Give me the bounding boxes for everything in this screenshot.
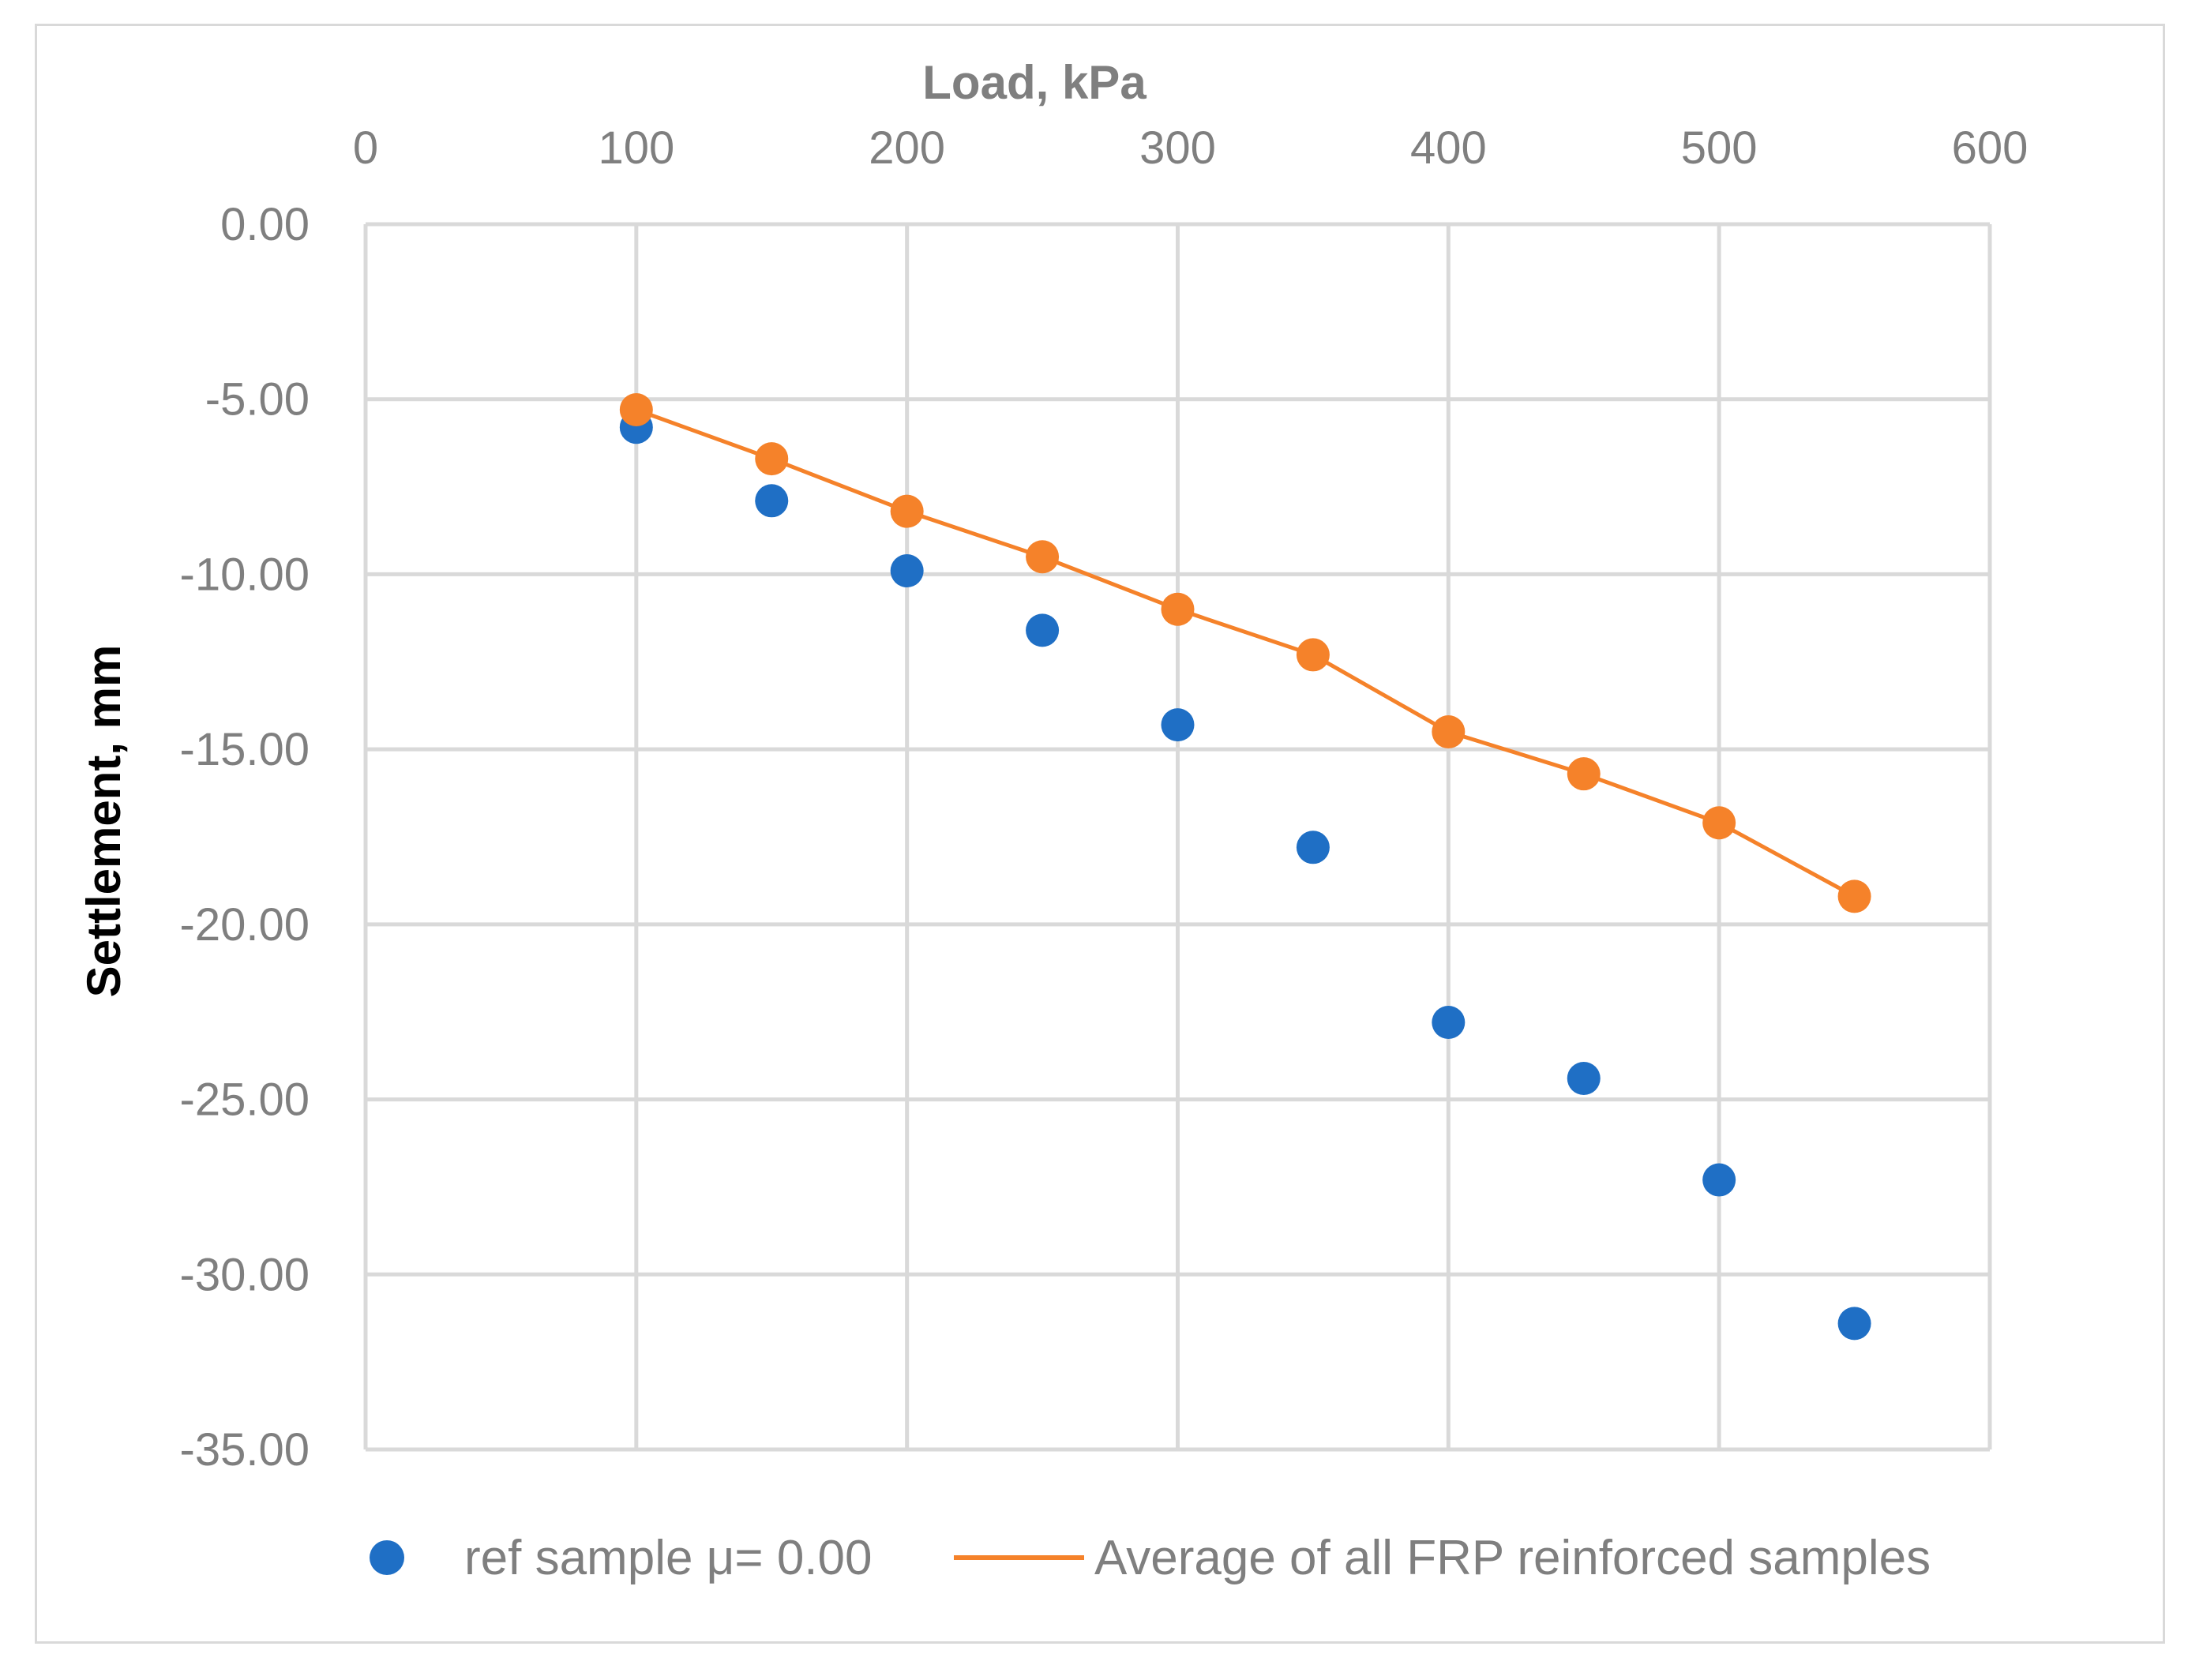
data-point xyxy=(755,442,789,476)
y-tick-label: -5.00 xyxy=(205,374,310,426)
y-tick-label: -10.00 xyxy=(180,549,310,600)
y-tick-label: -25.00 xyxy=(180,1074,310,1126)
data-point xyxy=(890,553,924,587)
data-point xyxy=(1567,757,1601,791)
chart-frame xyxy=(35,24,2165,1644)
plot-area xyxy=(619,393,1871,1341)
series-line xyxy=(635,407,1856,898)
series-1 xyxy=(619,393,1871,913)
y-tick-label: -35.00 xyxy=(180,1424,310,1476)
data-point xyxy=(1837,879,1871,913)
y-tick-label: -20.00 xyxy=(180,899,310,951)
data-point xyxy=(1702,1163,1736,1197)
data-point xyxy=(1296,638,1330,672)
legend: ref sample μ= 0.00 Average of all FRP re… xyxy=(370,1531,1931,1585)
data-point xyxy=(619,393,653,427)
data-point xyxy=(1567,1061,1601,1095)
data-point xyxy=(1296,831,1330,864)
data-point xyxy=(1026,613,1060,647)
x-tick-label: 500 xyxy=(1681,122,1758,174)
series-0 xyxy=(619,411,1871,1341)
y-tick-label: 0.00 xyxy=(220,199,310,250)
y-axis-title: Settlement, mm xyxy=(77,645,130,998)
data-point xyxy=(1702,806,1736,840)
x-tick-label: 200 xyxy=(869,122,945,174)
x-tick-label: 300 xyxy=(1139,122,1216,174)
x-axis-title: Load, kPa xyxy=(922,56,1147,109)
data-point xyxy=(1026,540,1060,574)
data-point xyxy=(1432,714,1466,748)
x-tick-label: 400 xyxy=(1410,122,1487,174)
x-tick-label: 0 xyxy=(353,122,378,174)
y-tick-labels: 0.00 -5.00 -10.00 -15.00 -20.00 -25.00 -30.00 -… xyxy=(180,199,310,1476)
data-point xyxy=(1837,1307,1871,1341)
legend-label-ref-sample: ref sample μ= 0.00 xyxy=(464,1531,873,1585)
legend-marker-ref-sample xyxy=(370,1540,404,1575)
x-tick-labels: 0 100 200 300 400 500 600 xyxy=(353,122,2028,174)
data-point xyxy=(1432,1006,1466,1040)
y-tick-label: -30.00 xyxy=(180,1249,310,1300)
data-point xyxy=(1161,708,1195,742)
data-point xyxy=(1161,592,1195,626)
data-point xyxy=(890,494,924,528)
legend-label-frp-average: Average of all FRP reinforced samples xyxy=(1094,1531,1931,1585)
x-tick-label: 600 xyxy=(1952,122,2028,174)
y-tick-label: -15.00 xyxy=(180,724,310,775)
data-point xyxy=(755,484,789,518)
x-tick-label: 100 xyxy=(598,122,674,174)
